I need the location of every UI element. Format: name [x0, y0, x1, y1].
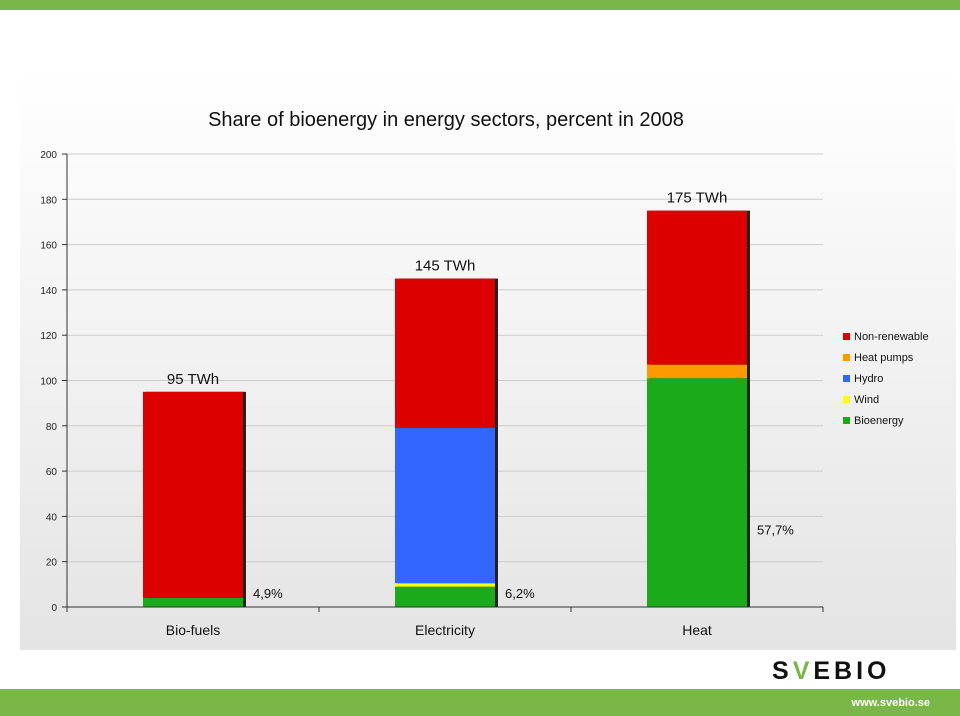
bar-segment-non-renewable [647, 210, 747, 365]
stacked-bar-chart: Share of bioenergy in energy sectors, pe… [20, 70, 956, 650]
x-category-label: Electricity [415, 622, 475, 638]
y-tick-label: 80 [46, 422, 58, 433]
chart-panel: Share of bioenergy in energy sectors, pe… [20, 70, 956, 650]
y-tick-label: 180 [40, 195, 57, 206]
top-accent-bar [0, 0, 960, 10]
x-category-label: Heat [682, 622, 712, 638]
bar-total-label: 95 TWh [167, 371, 219, 388]
bar-segment-bioenergy [395, 586, 495, 607]
chart-title: Share of bioenergy in energy sectors, pe… [208, 109, 684, 131]
legend-swatch [843, 354, 850, 361]
legend-swatch [843, 375, 850, 382]
bottom-accent-bar [0, 689, 960, 716]
legend-label: Heat pumps [854, 352, 914, 364]
legend-label: Bioenergy [854, 415, 904, 427]
y-tick-label: 100 [40, 377, 57, 388]
bioenergy-share-label: 4,9% [253, 586, 283, 601]
bar-segment-heat-pumps [647, 364, 747, 379]
bioenergy-share-label: 6,2% [505, 586, 535, 601]
y-tick-label: 60 [46, 467, 58, 478]
legend-swatch [843, 333, 850, 340]
legend-swatch [843, 396, 850, 403]
bar-total-label: 175 TWh [667, 190, 728, 207]
legend-label: Hydro [854, 373, 883, 385]
legend-swatch [843, 417, 850, 424]
website-link[interactable]: www.svebio.se [851, 697, 930, 709]
bar-total-label: 145 TWh [415, 258, 476, 275]
bar-segment-non-renewable [395, 278, 495, 429]
y-tick-label: 120 [40, 331, 57, 342]
bar-segment-hydro [395, 428, 495, 584]
legend-label: Non-renewable [854, 331, 929, 343]
bar-segment-non-renewable [143, 391, 243, 598]
bar-segment-bioenergy [143, 597, 243, 607]
y-tick-label: 0 [51, 603, 57, 614]
bar-segment-wind [395, 583, 495, 587]
y-tick-label: 20 [46, 558, 58, 569]
y-tick-label: 200 [40, 150, 57, 161]
svebio-logo: SVEBIO [772, 657, 891, 685]
legend-label: Wind [854, 394, 879, 406]
y-tick-label: 40 [46, 512, 58, 523]
y-tick-label: 160 [40, 241, 57, 252]
bar-segment-bioenergy [647, 378, 747, 607]
x-category-label: Bio-fuels [166, 622, 220, 638]
bioenergy-share-label: 57,7% [757, 523, 794, 538]
y-tick-label: 140 [40, 286, 57, 297]
